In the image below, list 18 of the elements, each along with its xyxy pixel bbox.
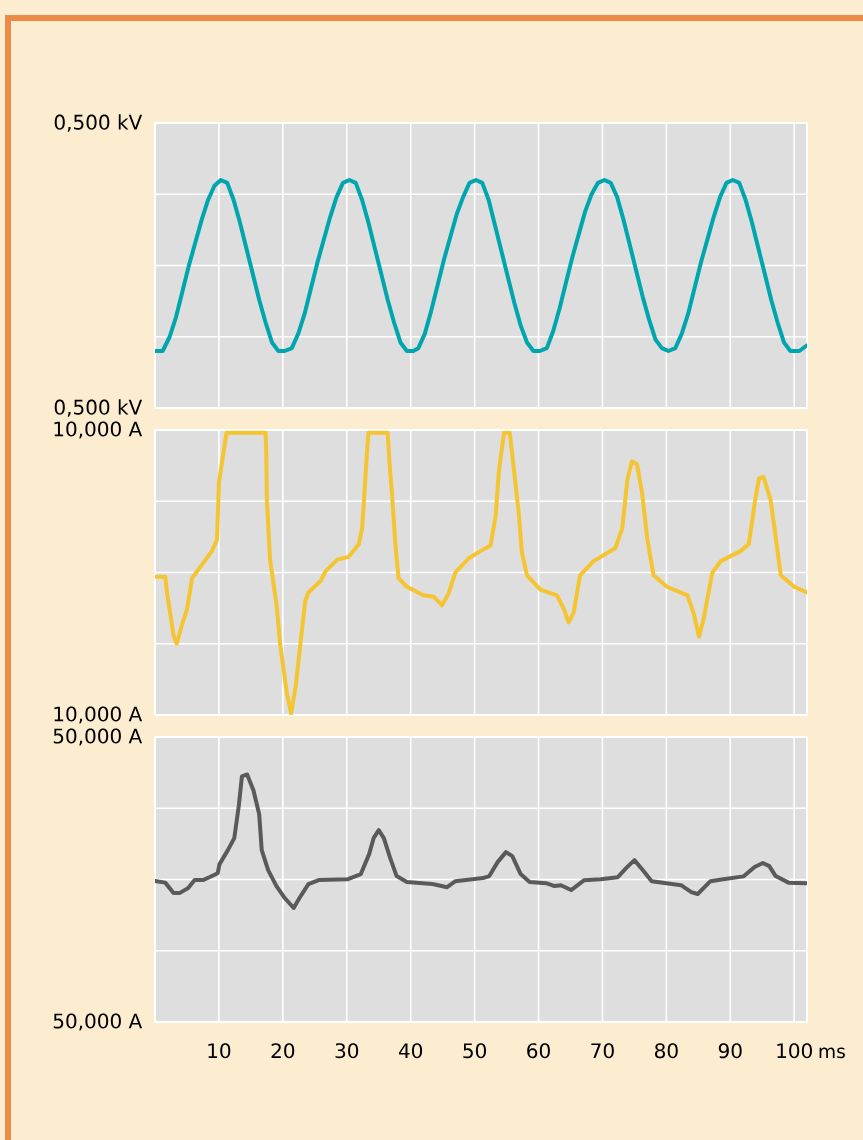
x-tick-label: 80 bbox=[655, 1043, 678, 1059]
x-axis-title: ms bbox=[819, 1047, 845, 1059]
y-tick-label: 50,000 A bbox=[53, 1013, 143, 1031]
y-tick-label: 50,000 A bbox=[53, 728, 143, 746]
x-tick-label: 20 bbox=[271, 1043, 295, 1059]
x-tick-label: 90 bbox=[718, 1043, 742, 1059]
y-tick-label: 10,000 A bbox=[54, 706, 143, 724]
x-tick-label: 10 bbox=[208, 1043, 231, 1059]
y-tick-label: 0,500 kV bbox=[54, 399, 143, 417]
y-tick-label: 10,000 A bbox=[54, 421, 143, 439]
x-tick-label: 70 bbox=[591, 1043, 614, 1059]
x-tick-label: 60 bbox=[527, 1043, 550, 1059]
x-tick-label: 40 bbox=[398, 1043, 423, 1059]
x-tick-label: 30 bbox=[335, 1043, 359, 1059]
y-tick-label: 0,500 kV bbox=[54, 114, 143, 132]
x-tick-label: 100 bbox=[777, 1043, 812, 1059]
line-series bbox=[155, 772, 807, 910]
x-tick-label: 50 bbox=[463, 1043, 486, 1059]
